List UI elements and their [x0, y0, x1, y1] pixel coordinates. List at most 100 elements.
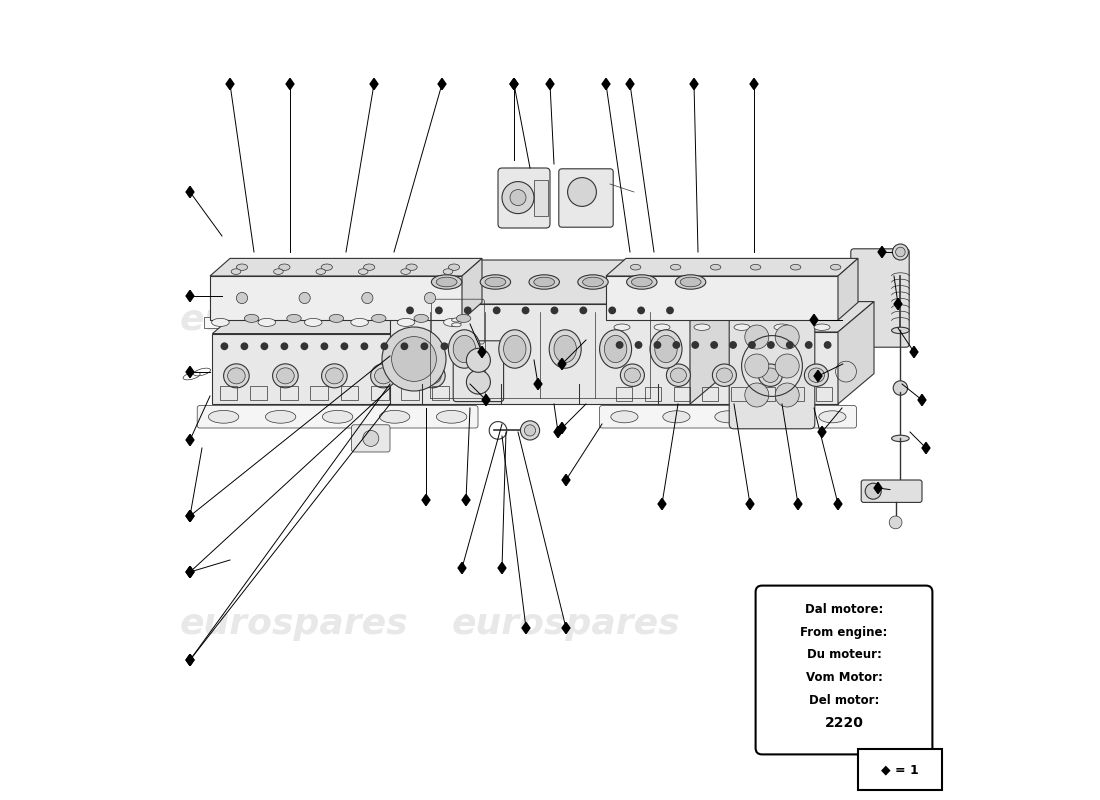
Ellipse shape — [236, 264, 248, 270]
Ellipse shape — [734, 324, 750, 330]
Circle shape — [466, 348, 491, 372]
Circle shape — [636, 342, 641, 348]
Ellipse shape — [453, 335, 475, 362]
Text: ◆ = 1: ◆ = 1 — [881, 763, 918, 776]
Ellipse shape — [397, 318, 415, 326]
FancyBboxPatch shape — [601, 321, 848, 334]
Circle shape — [282, 343, 287, 350]
Circle shape — [893, 381, 907, 395]
Text: eurospares: eurospares — [179, 607, 408, 641]
Circle shape — [299, 293, 310, 304]
Circle shape — [824, 342, 830, 348]
Circle shape — [236, 293, 248, 304]
Ellipse shape — [449, 264, 460, 270]
Circle shape — [776, 383, 800, 407]
Circle shape — [436, 307, 442, 314]
Polygon shape — [370, 78, 378, 90]
Polygon shape — [390, 260, 742, 304]
Circle shape — [510, 190, 526, 206]
Ellipse shape — [504, 335, 526, 362]
Polygon shape — [186, 290, 194, 302]
Circle shape — [392, 337, 437, 382]
Ellipse shape — [814, 324, 830, 330]
Polygon shape — [558, 422, 565, 434]
Ellipse shape — [716, 368, 733, 382]
Polygon shape — [186, 510, 194, 522]
Circle shape — [382, 327, 446, 391]
Ellipse shape — [762, 368, 779, 382]
Bar — [759, 387, 775, 401]
Ellipse shape — [359, 269, 369, 274]
Ellipse shape — [287, 314, 301, 322]
Ellipse shape — [583, 278, 604, 286]
Polygon shape — [482, 394, 490, 406]
Bar — [341, 386, 359, 400]
Ellipse shape — [443, 318, 461, 326]
Ellipse shape — [578, 274, 608, 289]
Polygon shape — [750, 78, 758, 90]
Ellipse shape — [830, 264, 840, 270]
Ellipse shape — [375, 368, 393, 384]
Bar — [250, 386, 267, 400]
Circle shape — [421, 343, 428, 350]
Polygon shape — [658, 498, 666, 510]
Ellipse shape — [630, 264, 641, 270]
Ellipse shape — [414, 314, 428, 322]
Ellipse shape — [403, 335, 426, 362]
Text: eurospares: eurospares — [452, 607, 680, 641]
Bar — [788, 387, 804, 401]
Ellipse shape — [274, 269, 283, 274]
Circle shape — [321, 343, 328, 350]
Polygon shape — [814, 370, 822, 382]
Polygon shape — [554, 426, 562, 438]
Text: Du moteur:: Du moteur: — [806, 649, 881, 662]
Ellipse shape — [670, 264, 681, 270]
Circle shape — [638, 307, 645, 314]
FancyBboxPatch shape — [352, 425, 390, 452]
FancyBboxPatch shape — [197, 406, 478, 428]
Polygon shape — [212, 334, 456, 404]
Ellipse shape — [326, 368, 343, 384]
Circle shape — [749, 342, 756, 348]
Ellipse shape — [667, 364, 691, 386]
Circle shape — [786, 342, 793, 348]
Bar — [220, 386, 238, 400]
Ellipse shape — [244, 314, 258, 322]
Polygon shape — [510, 78, 518, 90]
Ellipse shape — [276, 368, 294, 384]
FancyBboxPatch shape — [861, 480, 922, 502]
Polygon shape — [186, 654, 194, 666]
Ellipse shape — [750, 264, 761, 270]
Ellipse shape — [529, 274, 560, 289]
Ellipse shape — [620, 364, 645, 386]
Polygon shape — [878, 246, 886, 258]
Circle shape — [341, 343, 348, 350]
Ellipse shape — [675, 274, 706, 289]
Bar — [534, 180, 549, 216]
Ellipse shape — [767, 411, 794, 422]
Ellipse shape — [449, 330, 481, 368]
Ellipse shape — [265, 410, 296, 423]
Polygon shape — [818, 426, 826, 438]
Circle shape — [301, 343, 308, 350]
FancyBboxPatch shape — [498, 168, 550, 228]
Ellipse shape — [321, 264, 332, 270]
Ellipse shape — [258, 318, 276, 326]
Polygon shape — [186, 434, 194, 446]
Polygon shape — [838, 258, 858, 320]
Text: From engine:: From engine: — [801, 626, 888, 638]
Circle shape — [730, 342, 736, 348]
Ellipse shape — [437, 410, 466, 423]
Circle shape — [363, 430, 378, 446]
Circle shape — [494, 307, 499, 314]
Ellipse shape — [892, 435, 910, 442]
Ellipse shape — [604, 335, 627, 362]
Polygon shape — [626, 78, 634, 90]
Polygon shape — [212, 303, 493, 334]
Ellipse shape — [774, 324, 790, 330]
Ellipse shape — [818, 411, 846, 422]
Circle shape — [441, 343, 448, 350]
Text: 2220: 2220 — [825, 716, 864, 730]
Ellipse shape — [231, 269, 241, 274]
Ellipse shape — [208, 410, 239, 423]
